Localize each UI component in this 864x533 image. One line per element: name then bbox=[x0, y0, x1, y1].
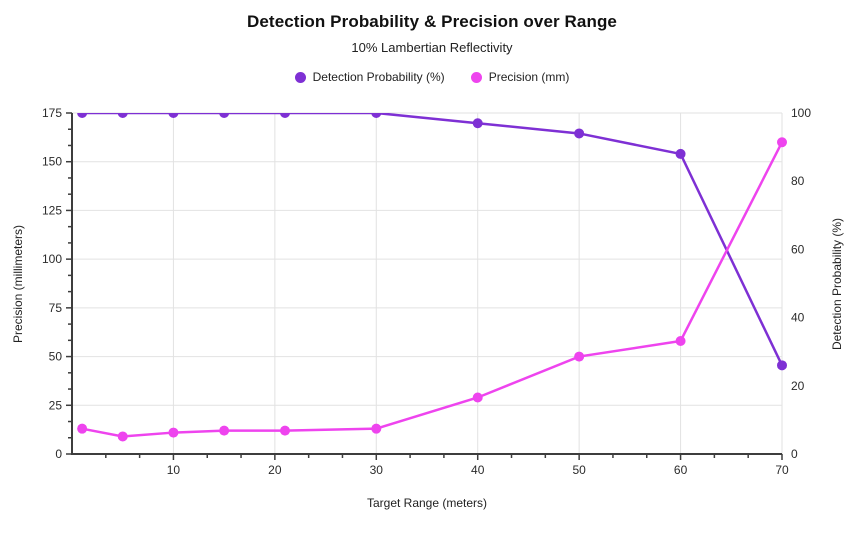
y-right-tick-label: 100 bbox=[791, 106, 811, 120]
y-axis-right-title: Detection Probability (%) bbox=[830, 217, 844, 351]
data-point-marker[interactable] bbox=[675, 148, 686, 159]
legend-dot-icon bbox=[470, 71, 482, 83]
data-point-marker[interactable] bbox=[574, 128, 585, 139]
y-left-tick-label: 100 bbox=[42, 252, 62, 266]
data-point-marker[interactable] bbox=[777, 360, 787, 371]
series-line bbox=[82, 113, 784, 366]
x-tick-label: 50 bbox=[572, 463, 586, 477]
y-axis-left-title: Precision (millimeters) bbox=[11, 225, 25, 344]
data-point-marker[interactable] bbox=[472, 392, 483, 403]
data-point-marker[interactable] bbox=[371, 423, 382, 434]
y-left-tick-label: 150 bbox=[42, 155, 62, 169]
data-point-marker[interactable] bbox=[777, 137, 787, 148]
legend-item-detection-probability[interactable]: Detection Probability (%) bbox=[294, 70, 445, 84]
chart-title: Detection Probability & Precision over R… bbox=[247, 12, 617, 31]
y-left-tick-label: 75 bbox=[49, 301, 63, 315]
chart-subtitle: 10% Lambertian Reflectivity bbox=[351, 40, 513, 55]
legend: Detection Probability (%) Precision (mm) bbox=[0, 70, 864, 84]
y-right-tick-label: 0 bbox=[791, 447, 798, 461]
y-left-tick-label: 50 bbox=[49, 350, 63, 364]
legend-item-precision[interactable]: Precision (mm) bbox=[470, 70, 570, 84]
x-tick-label: 30 bbox=[370, 463, 384, 477]
y-right-tick-label: 40 bbox=[791, 311, 805, 325]
series-detection-probability bbox=[77, 108, 787, 371]
legend-dot-icon bbox=[294, 71, 306, 83]
y-left-tick-label: 0 bbox=[55, 447, 62, 461]
x-tick-label: 20 bbox=[268, 463, 282, 477]
data-point-marker[interactable] bbox=[675, 335, 686, 346]
y-right-tick-label: 60 bbox=[791, 242, 805, 256]
y-right-tick-label: 20 bbox=[791, 379, 805, 393]
x-tick-label: 10 bbox=[167, 463, 181, 477]
data-point-marker[interactable] bbox=[280, 108, 290, 118]
data-point-marker[interactable] bbox=[168, 427, 179, 438]
data-point-marker[interactable] bbox=[77, 108, 88, 118]
x-tick-label: 60 bbox=[674, 463, 688, 477]
data-point-marker[interactable] bbox=[280, 425, 290, 436]
data-point-marker[interactable] bbox=[371, 108, 382, 118]
series-line bbox=[81, 141, 784, 438]
data-point-marker[interactable] bbox=[168, 108, 179, 118]
data-point-marker[interactable] bbox=[117, 431, 128, 442]
data-point-marker[interactable] bbox=[472, 118, 483, 129]
y-left-tick-label: 125 bbox=[42, 203, 62, 217]
y-right-tick-label: 80 bbox=[791, 174, 805, 188]
data-point-marker[interactable] bbox=[219, 425, 230, 436]
data-point-marker[interactable] bbox=[77, 423, 88, 434]
series-precision bbox=[77, 137, 787, 442]
data-point-marker[interactable] bbox=[574, 351, 585, 362]
legend-label: Precision (mm) bbox=[488, 70, 570, 84]
x-tick-label: 40 bbox=[471, 463, 485, 477]
x-tick-label: 70 bbox=[775, 463, 789, 477]
data-point-marker[interactable] bbox=[219, 108, 230, 118]
y-left-tick-label: 175 bbox=[42, 106, 62, 120]
x-axis-title: Target Range (meters) bbox=[366, 496, 488, 510]
data-point-marker[interactable] bbox=[117, 108, 128, 118]
legend-label: Detection Probability (%) bbox=[312, 70, 445, 84]
y-left-tick-label: 25 bbox=[49, 398, 63, 412]
